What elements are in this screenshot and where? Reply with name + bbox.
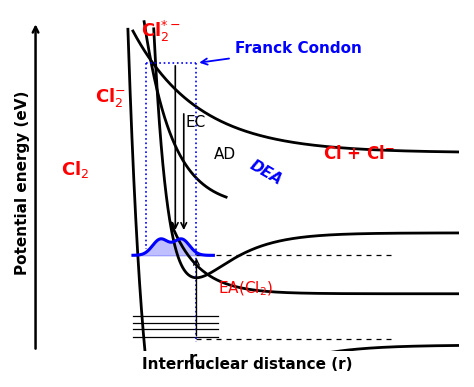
Text: EA(Cl$_2$): EA(Cl$_2$) — [218, 280, 273, 298]
Text: r$_c$: r$_c$ — [188, 351, 205, 370]
X-axis label: Internuclear distance (r): Internuclear distance (r) — [142, 357, 353, 372]
Text: EC: EC — [186, 115, 206, 130]
Text: DEA: DEA — [247, 158, 285, 188]
Text: AD: AD — [213, 147, 236, 162]
Text: Franck Condon: Franck Condon — [201, 41, 362, 65]
Text: Cl$_2$: Cl$_2$ — [61, 159, 89, 180]
Text: Cl + Cl$^{-}$: Cl + Cl$^{-}$ — [323, 145, 395, 163]
Text: Cl$_2^{-}$: Cl$_2^{-}$ — [95, 86, 126, 108]
Y-axis label: Potential energy (eV): Potential energy (eV) — [15, 91, 30, 276]
Text: Cl$_2^{*-}$: Cl$_2^{*-}$ — [141, 19, 181, 45]
